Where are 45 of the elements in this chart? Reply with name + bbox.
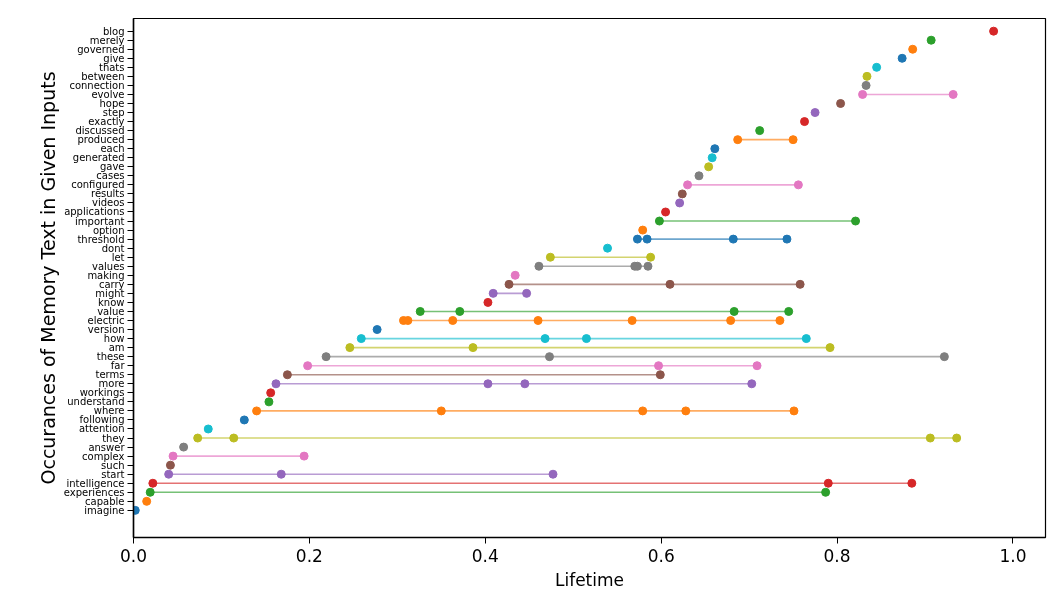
y-tick-label: attention bbox=[78, 423, 125, 435]
x-tick-label: 0.2 bbox=[295, 545, 323, 566]
y-tick-label: evolve bbox=[91, 88, 125, 100]
y-tick-label: version bbox=[87, 324, 125, 336]
x-tick-label: 0.8 bbox=[823, 545, 851, 566]
y-tick-label: far bbox=[110, 360, 126, 372]
y-tick-label: dont bbox=[101, 242, 125, 254]
x-tick-label: 0.6 bbox=[647, 545, 675, 566]
y-tick-label: electric bbox=[87, 315, 125, 326]
y-tick-label: step bbox=[102, 107, 125, 119]
y-tick-label: connection bbox=[69, 79, 125, 91]
y-tick-label: understand bbox=[67, 396, 125, 408]
y-tick-label: videos bbox=[91, 197, 125, 209]
y-tick-label: hope bbox=[99, 97, 125, 109]
y-tick-label: value bbox=[97, 305, 125, 317]
y-tick-label: capable bbox=[85, 495, 125, 507]
y-tick-label: they bbox=[102, 432, 125, 444]
y-tick-label: gave bbox=[99, 161, 125, 173]
y-tick-label: values bbox=[91, 260, 125, 272]
y-tick-label: more bbox=[98, 378, 125, 390]
y-tick-label: these bbox=[96, 351, 125, 363]
y-tick-label: start bbox=[101, 468, 125, 480]
y-tick-label: let bbox=[111, 251, 125, 263]
y-tick-label: between bbox=[81, 70, 125, 82]
y-tick-label: terms bbox=[95, 369, 125, 381]
x-tick-label: 0.4 bbox=[471, 545, 499, 566]
y-tick-label: where bbox=[93, 405, 125, 417]
y-tick-label: workings bbox=[79, 387, 125, 399]
y-tick-label: produced bbox=[77, 134, 125, 146]
x-axis-title: Lifetime bbox=[554, 569, 625, 590]
y-axis-title: Occurances of Memory Text in Given Inputs bbox=[36, 71, 59, 485]
y-tick-label: am bbox=[108, 342, 125, 354]
y-tick-label: give bbox=[103, 52, 125, 64]
x-tick-label: 0.0 bbox=[119, 545, 148, 566]
y-tick-label: applications bbox=[64, 206, 125, 218]
y-tick-label: generated bbox=[72, 152, 125, 164]
y-tick-label: intelligence bbox=[66, 477, 125, 489]
y-tick-label: following bbox=[79, 414, 125, 426]
y-tick-label: blog bbox=[102, 25, 125, 37]
y-tick-label: how bbox=[103, 333, 125, 345]
y-tick-label: option bbox=[92, 224, 125, 236]
x-tick-label: 1.0 bbox=[999, 545, 1027, 566]
y-tick-label: exactly bbox=[88, 116, 125, 128]
y-tick-label: complex bbox=[82, 450, 125, 462]
y-tick-label: configured bbox=[71, 179, 125, 191]
